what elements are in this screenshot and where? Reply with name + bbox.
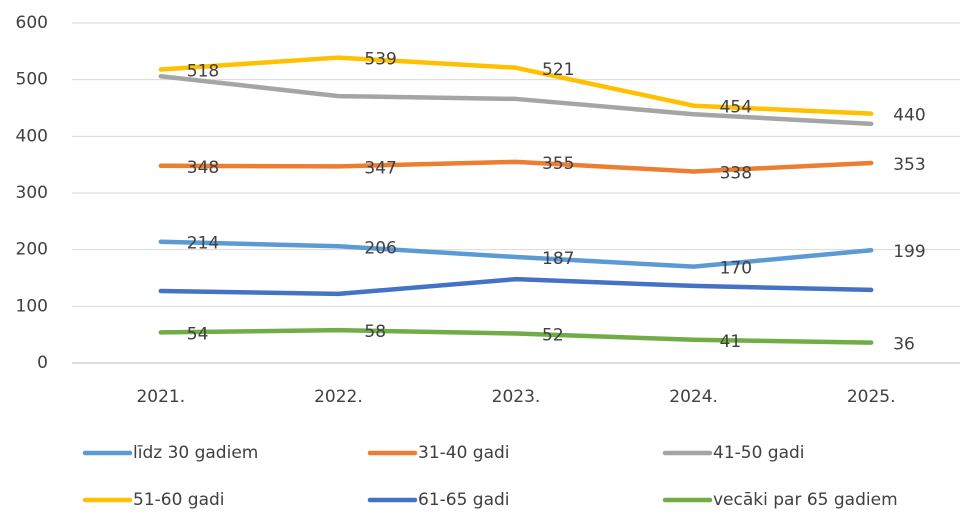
x-tick-label: 2021. [136, 387, 185, 407]
data-label: 521 [542, 60, 574, 80]
data-label: 355 [542, 154, 574, 174]
data-label: 454 [720, 98, 752, 118]
series-line [158, 276, 874, 297]
series-line [158, 55, 874, 116]
x-tick-label: 2022. [314, 387, 363, 407]
data-label: 54 [187, 324, 209, 344]
legend-label: 41-50 gadi [713, 443, 805, 463]
data-label: 170 [720, 259, 752, 279]
legend-label: 61-65 gadi [418, 490, 510, 510]
legend-label: 31-40 gadi [418, 443, 510, 463]
legend-label: 51-60 gadi [133, 490, 225, 510]
legend-label: līdz 30 gadiem [133, 443, 258, 463]
data-label: 41 [720, 332, 742, 352]
y-tick-label: 600 [16, 13, 48, 33]
data-label: 347 [364, 158, 396, 178]
data-label: 52 [542, 326, 564, 346]
y-tick-label: 0 [37, 353, 48, 373]
y-tick-label: 500 [16, 70, 48, 90]
x-tick-label: 2023. [492, 387, 541, 407]
data-label: 214 [187, 234, 219, 254]
data-label: 58 [364, 322, 386, 342]
data-label: 518 [187, 61, 219, 81]
data-label: 348 [187, 158, 219, 178]
series-line [158, 239, 874, 269]
y-tick-label: 200 [16, 240, 48, 260]
data-label: 199 [893, 242, 925, 262]
y-tick-label: 100 [16, 296, 48, 316]
data-label: 440 [893, 106, 925, 126]
y-tick-label: 300 [16, 183, 48, 203]
data-label: 36 [893, 335, 915, 355]
legend-label: vecāki par 65 gadiem [713, 490, 898, 510]
data-label: 338 [720, 163, 752, 183]
series-line [158, 159, 874, 174]
x-tick-label: 2025. [847, 387, 896, 407]
data-label: 539 [364, 50, 396, 70]
x-tick-label: 2024. [669, 387, 718, 407]
data-label: 187 [542, 249, 574, 269]
y-tick-label: 400 [16, 126, 48, 146]
data-label: 353 [893, 155, 925, 175]
data-label: 206 [364, 238, 396, 258]
series-line [158, 327, 874, 345]
series-line [158, 74, 874, 127]
